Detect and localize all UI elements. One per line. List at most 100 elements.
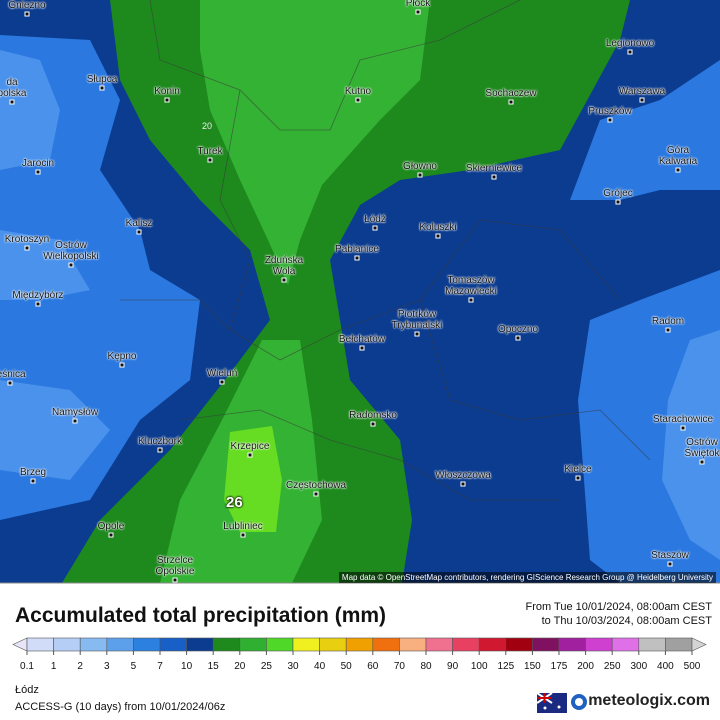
city-label: Lubliniec: [223, 521, 263, 532]
city-label: Radom: [651, 316, 685, 327]
city-label: Częstochowa: [285, 480, 347, 491]
legend-label: 5: [130, 661, 137, 672]
legend-label: 0.1: [20, 661, 34, 672]
city-label: Zduńska Wola: [264, 255, 304, 277]
city-label: Pruszków: [588, 106, 632, 117]
city-label: Turek: [197, 146, 223, 157]
city-label: Włoszczowa: [435, 470, 491, 481]
legend-swatch: [239, 637, 267, 652]
city-label: Pabianice: [335, 244, 379, 255]
legend-label: 125: [497, 661, 515, 672]
city-marker: [372, 225, 378, 231]
precip-area: [0, 50, 110, 480]
city-marker: [207, 157, 213, 163]
city-label: Ostrów Świętok: [684, 437, 720, 459]
legend-label: 60: [367, 661, 379, 672]
city-marker: [667, 561, 673, 567]
legend-swatch: [558, 637, 586, 652]
precip-area: [62, 0, 630, 583]
city-marker: [219, 379, 225, 385]
city-marker: [35, 301, 41, 307]
legend-swatch: [665, 637, 693, 652]
precip-area: [224, 426, 282, 532]
legend-swatch: [345, 637, 374, 652]
city-marker: [313, 491, 319, 497]
city-label: Tomaszów Mazowiecki: [445, 275, 497, 297]
city-label: Ostrów Wielkopolski: [43, 240, 99, 262]
city-label: Opole: [97, 521, 125, 532]
city-marker: [675, 167, 681, 173]
city-label: Krotoszyn: [4, 234, 50, 245]
city-label: Starachowice: [652, 414, 714, 425]
legend-label: 2: [77, 661, 83, 672]
city-marker: [108, 532, 114, 538]
model-info: ACCESS-G (10 days) from 10/01/2024/06z: [15, 701, 226, 713]
legend-label: 200: [577, 661, 594, 672]
city-marker: [35, 169, 41, 175]
legend-label: 100: [470, 661, 488, 672]
legend-swatch: [638, 637, 666, 652]
city-marker: [370, 421, 376, 427]
city-label: Gniezno: [8, 0, 46, 11]
city-marker: [680, 425, 686, 431]
city-marker: [435, 233, 441, 239]
legend-label: 500: [683, 661, 701, 672]
city-marker: [72, 418, 78, 424]
legend-swatch: [186, 637, 214, 652]
legend-swatch: [372, 637, 400, 652]
city-marker: [9, 99, 15, 105]
city-marker: [281, 277, 287, 283]
attribution: Map data © OpenStreetMap contributors, r…: [338, 572, 716, 583]
city-marker: [414, 331, 420, 337]
city-marker: [68, 262, 74, 268]
city-marker: [136, 229, 142, 235]
city-label: Koluszki: [419, 222, 457, 233]
legend-label: 80: [420, 661, 432, 672]
city-marker: [354, 255, 360, 261]
city-marker: [468, 297, 474, 303]
city-label: Konin: [154, 86, 180, 97]
period-to: to Thu 10/03/2024, 08:00am CEST: [541, 615, 712, 627]
brand-icon: [571, 694, 587, 710]
city-label: Krzepice: [230, 441, 270, 452]
legend-swatch: [106, 637, 134, 652]
city-label: Słupca: [86, 74, 118, 85]
legend-label: 175: [550, 661, 568, 672]
city-label: Kutno: [344, 86, 372, 97]
legend-label: 70: [393, 661, 405, 672]
city-label: Kępno: [107, 351, 137, 362]
city-label: Płock: [405, 0, 431, 9]
brand: meteologix.com: [588, 692, 710, 709]
city-marker: [417, 172, 423, 178]
city-marker: [699, 459, 705, 465]
city-marker: [515, 335, 521, 341]
legend-swatch: [212, 637, 241, 652]
legend-label: 15: [207, 661, 219, 672]
city-marker: [157, 447, 163, 453]
legend-swatch: [611, 637, 640, 652]
legend-label: 300: [630, 661, 648, 672]
city-marker: [639, 97, 645, 103]
city-label: Łódź: [364, 214, 386, 225]
period-from: From Tue 10/01/2024, 08:00am CEST: [525, 601, 713, 613]
city-marker: [615, 199, 621, 205]
city-label: Góra Kalwaria: [658, 145, 698, 167]
precip-area: [200, 0, 430, 285]
city-marker: [164, 97, 170, 103]
city-marker: [607, 117, 613, 123]
city-marker: [359, 345, 365, 351]
legend-swatch: [159, 637, 187, 652]
legend-swatch: [478, 637, 507, 652]
city-label: Opoczno: [497, 324, 539, 335]
legend-label: 3: [104, 661, 110, 672]
city-marker: [355, 97, 361, 103]
city-label: Radomsko: [349, 410, 397, 421]
legend-swatch: [266, 637, 294, 652]
legend-label: 10: [181, 661, 193, 672]
city-marker: [99, 85, 105, 91]
city-label: leśnica: [0, 369, 26, 380]
legend-label: 250: [603, 661, 621, 672]
city-label: Grójec: [603, 188, 633, 199]
